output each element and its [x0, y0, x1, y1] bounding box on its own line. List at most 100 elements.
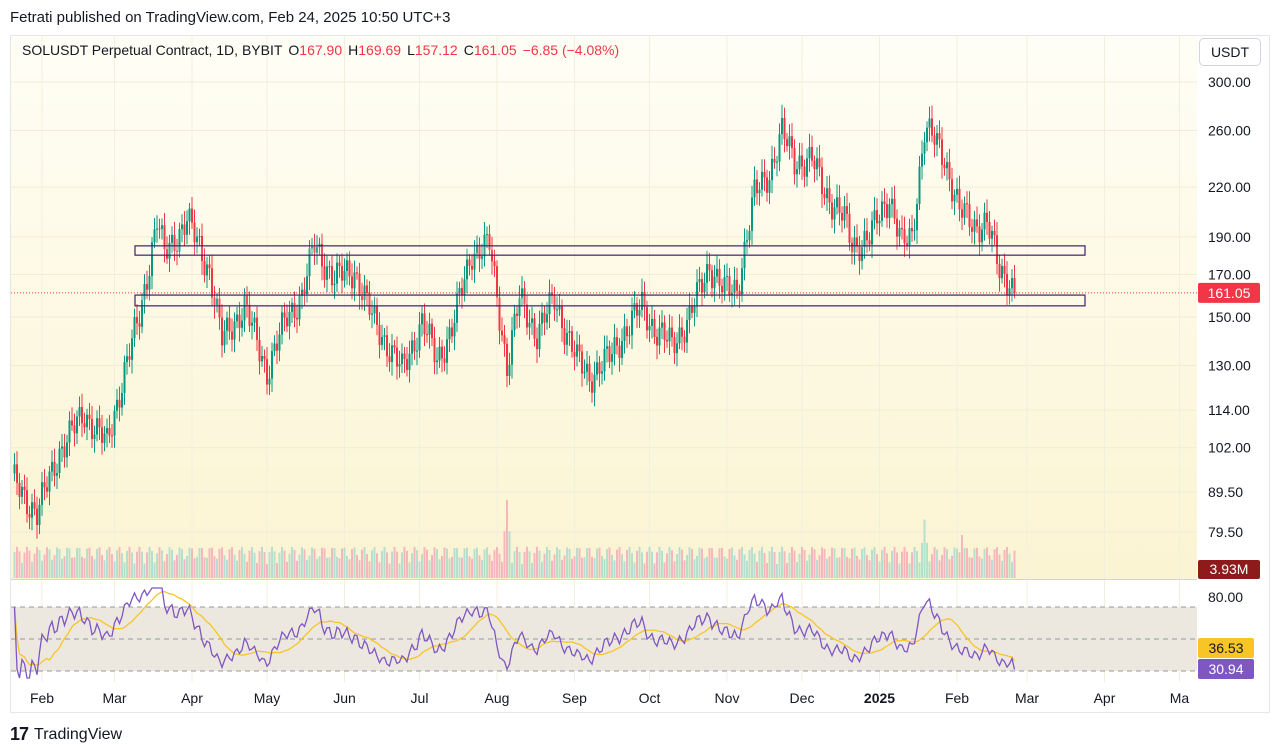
candle-body: [1001, 265, 1003, 279]
candle-body: [446, 339, 448, 363]
volume-bar: [626, 550, 628, 578]
volume-bar: [616, 549, 618, 578]
currency-button[interactable]: USDT: [1199, 38, 1261, 66]
candle-body: [631, 310, 633, 336]
volume-bar: [623, 561, 626, 578]
time-tick-label: Aug: [485, 690, 510, 706]
candle-body: [678, 327, 681, 344]
candle-body: [466, 259, 468, 280]
volume-bar: [16, 546, 18, 578]
candle-body: [171, 234, 173, 243]
candle-body: [73, 425, 76, 434]
volume-bar: [816, 559, 818, 578]
volume-bar: [611, 554, 613, 578]
volume-bar: [766, 562, 768, 578]
volume-bar: [961, 535, 963, 578]
volume-bar: [418, 561, 421, 578]
candle-body: [416, 350, 418, 352]
tradingview-logo-icon[interactable]: 17: [10, 724, 29, 744]
candle-body: [673, 337, 676, 354]
price-zones[interactable]: [134, 245, 1086, 307]
candle-body: [841, 213, 843, 221]
price-axis[interactable]: 300.00 260.00 220.00 190.00 170.00 150.00 130.…: [1198, 74, 1260, 579]
candle-body: [671, 327, 673, 338]
candle-body: [801, 155, 803, 167]
candle-body: [538, 323, 541, 350]
volume-bar: [413, 546, 416, 578]
candle-body: [588, 363, 591, 382]
volume-bar: [711, 548, 713, 578]
candle-body: [361, 296, 363, 301]
volume-bar: [566, 547, 568, 578]
candle-body: [886, 204, 888, 219]
volume-bar: [628, 546, 631, 578]
candle-body: [598, 362, 601, 374]
candle-body: [128, 356, 131, 360]
volume-bar: [596, 548, 598, 578]
candle-body: [98, 418, 101, 428]
candle-body: [453, 322, 456, 337]
candle-body: [386, 335, 388, 357]
tradingview-brand[interactable]: TradingView: [34, 725, 123, 743]
time-tick-label: Apr: [1094, 690, 1116, 706]
volume-bar: [118, 546, 121, 578]
candle-body: [773, 158, 776, 163]
candle-body: [813, 160, 816, 170]
candle-body: [421, 313, 423, 325]
candle-body: [346, 260, 348, 271]
candle-body: [273, 343, 276, 352]
candle-body: [181, 224, 183, 230]
candle-body: [996, 235, 998, 264]
volume-bar: [351, 549, 353, 578]
volume-bar: [251, 546, 253, 578]
volume-bar: [93, 559, 96, 578]
volume-bar: [356, 554, 358, 578]
candle-body: [408, 353, 411, 370]
volume-bar: [926, 542, 928, 578]
volume-bar: [963, 547, 966, 578]
volume-bar: [206, 557, 208, 578]
volume-bar: [683, 560, 686, 578]
candle-body: [931, 118, 933, 136]
candle-body: [748, 230, 751, 241]
time-tick-label: Oct: [639, 690, 661, 706]
open-label: O: [288, 42, 300, 58]
volume-bar: [931, 554, 933, 578]
volume-bar: [321, 547, 323, 578]
legend: SOLUSDT Perpetual Contract, 1D, BYBIT O16…: [22, 42, 619, 58]
volume-bar: [451, 556, 453, 578]
volume-bar: [878, 561, 881, 578]
volume-bar: [916, 550, 918, 578]
candle-body: [263, 355, 266, 360]
candle-body: [788, 136, 791, 147]
candle-body: [911, 228, 913, 232]
candle-body: [406, 359, 408, 370]
volume-bar: [211, 547, 213, 578]
volume-bar: [573, 556, 576, 578]
candle-body: [18, 482, 21, 497]
rsi-pane: 80.00 36.53 30.94: [11, 587, 1254, 679]
volume-bar: [753, 553, 756, 578]
candle-body: [921, 153, 923, 167]
symbol-label[interactable]: SOLUSDT Perpetual Contract, 1D, BYBIT: [22, 42, 283, 58]
volume-bar: [421, 554, 423, 578]
volume-bar: [73, 557, 76, 578]
candle-body: [371, 313, 373, 315]
time-axis[interactable]: Feb Mar Apr May Jun Jul Aug Sep Oct Nov Dec 2025 Feb…: [30, 690, 1189, 706]
volume-bar: [621, 554, 623, 578]
candle-body: [826, 188, 828, 199]
candle-body: [531, 318, 533, 323]
candle-body: [966, 203, 968, 205]
candle-body: [763, 171, 766, 178]
volume-bar: [523, 552, 526, 578]
volume-bar: [733, 555, 736, 578]
volume-bar: [231, 547, 233, 578]
volume-bar: [911, 552, 913, 578]
volume-bar: [318, 556, 321, 578]
candle-body: [906, 243, 908, 246]
candle-body: [648, 325, 651, 331]
volume-bar: [848, 558, 851, 578]
candle-body: [208, 264, 211, 269]
volume-bar: [78, 547, 81, 578]
